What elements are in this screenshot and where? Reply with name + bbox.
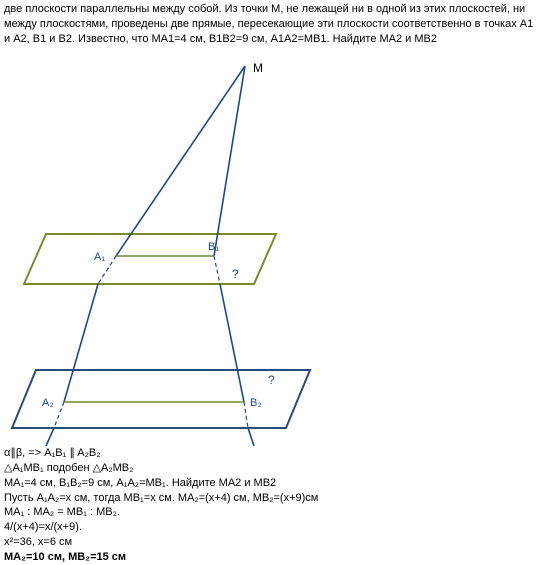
- geometry-diagram: M A₁ B₁ A₂ B₂??: [0, 56, 390, 449]
- solution-line-6: 4/(x+4)=x/(x+9).: [4, 520, 534, 535]
- solution-line-7: x²=36, x=6 см: [4, 535, 534, 550]
- problem-text: две плоскости параллельны между собой. И…: [4, 3, 533, 45]
- svg-text:B₁: B₁: [208, 241, 219, 253]
- solution-line-3: MA₁=4 см, B₁B₂=9 см, A₁A₂=MB₁. Найдите M…: [4, 476, 534, 491]
- svg-text:A₂: A₂: [42, 397, 54, 409]
- svg-text:M: M: [253, 61, 263, 75]
- svg-text:A₁: A₁: [94, 251, 105, 263]
- svg-text:?: ?: [268, 373, 275, 387]
- problem-statement: две плоскости параллельны между собой. И…: [4, 2, 534, 47]
- solution-line-2: △A₁MB₁ подобен △A₂MB₂: [4, 461, 534, 476]
- solution-line-1: α∥β, => A₁B₁ ∥ A₂B₂: [4, 446, 534, 461]
- solution-block: α∥β, => A₁B₁ ∥ A₂B₂ △A₁MB₁ подобен △A₂MB…: [4, 446, 534, 565]
- solution-line-5: MA₁ : MA₂ = MB₁ : MB₂.: [4, 505, 534, 520]
- solution-line-4: Пусть A₁A₂=x см, тогда MB₁=x см. MA₂=(x+…: [4, 491, 534, 506]
- diagram-svg: M A₁ B₁ A₂ B₂??: [0, 56, 390, 446]
- svg-text:?: ?: [232, 267, 239, 281]
- svg-text:B₂: B₂: [250, 397, 262, 409]
